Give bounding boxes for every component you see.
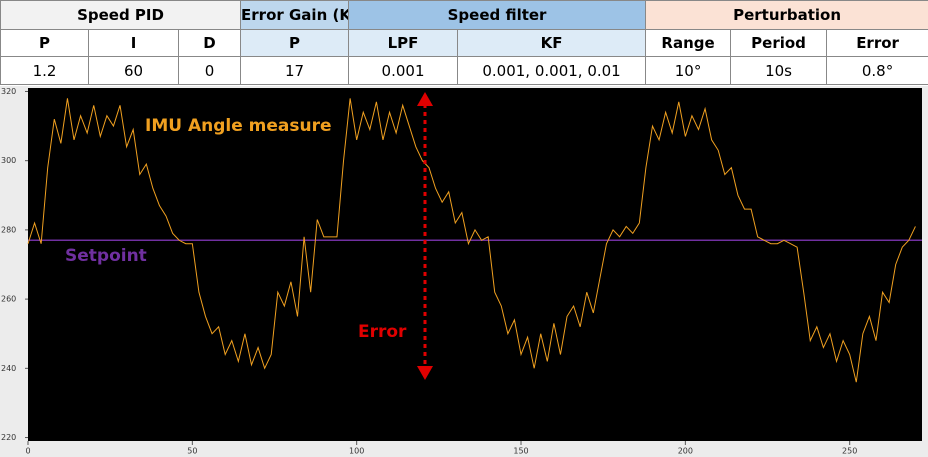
column-header: LPF xyxy=(348,29,459,57)
cell: 10° xyxy=(645,56,732,85)
setpoint-label: Setpoint xyxy=(65,246,147,266)
x-tick-label: 50 xyxy=(187,447,197,456)
column-header: P xyxy=(240,29,350,57)
error-label: Error xyxy=(358,322,407,342)
y-tick-label: 220 xyxy=(1,433,16,442)
group-header: Speed PID xyxy=(0,0,242,30)
y-tick-label: 280 xyxy=(1,225,16,234)
y-tick-label: 240 xyxy=(1,364,16,373)
cell: 1.2 xyxy=(0,56,89,85)
cell: 17 xyxy=(240,56,350,85)
group-header: Speed filter xyxy=(348,0,647,30)
y-tick-label: 260 xyxy=(1,295,16,304)
cell: 0.8° xyxy=(826,56,928,85)
cell: 0.001 xyxy=(348,56,459,85)
arrow-head xyxy=(417,366,433,380)
group-header: Perturbation xyxy=(645,0,928,30)
cell: 0.001, 0.001, 0.01 xyxy=(457,56,647,85)
x-tick-label: 200 xyxy=(678,447,693,456)
column-header: D xyxy=(177,29,242,57)
column-header: Error xyxy=(826,29,928,57)
chart: 220 240 260 280 300 320 0 50 100 150 200 250 Setpoin… xyxy=(0,86,928,457)
column-header: I xyxy=(88,29,179,57)
column-header: Period xyxy=(730,29,828,57)
cell: 60 xyxy=(88,56,179,85)
data-line xyxy=(27,98,916,383)
arrow-head xyxy=(417,92,433,106)
plot-area xyxy=(28,88,922,441)
cell: 10s xyxy=(730,56,828,85)
x-tick-label: 150 xyxy=(513,447,528,456)
x-tick-label: 100 xyxy=(349,447,364,456)
x-tick-label: 0 xyxy=(25,447,30,456)
group-header: Error Gain (K) xyxy=(240,0,350,30)
y-tick-label: 300 xyxy=(1,156,16,165)
y-tick-label: 320 xyxy=(1,87,16,96)
parameter-table: Speed PID Error Gain (K) Speed filter Pe… xyxy=(0,0,928,85)
cell: 0 xyxy=(177,56,242,85)
x-tick-label: 250 xyxy=(842,447,857,456)
column-header: P xyxy=(0,29,89,57)
column-header: KF xyxy=(457,29,647,57)
column-header: Range xyxy=(645,29,732,57)
series-label: IMU Angle measure xyxy=(145,116,332,136)
